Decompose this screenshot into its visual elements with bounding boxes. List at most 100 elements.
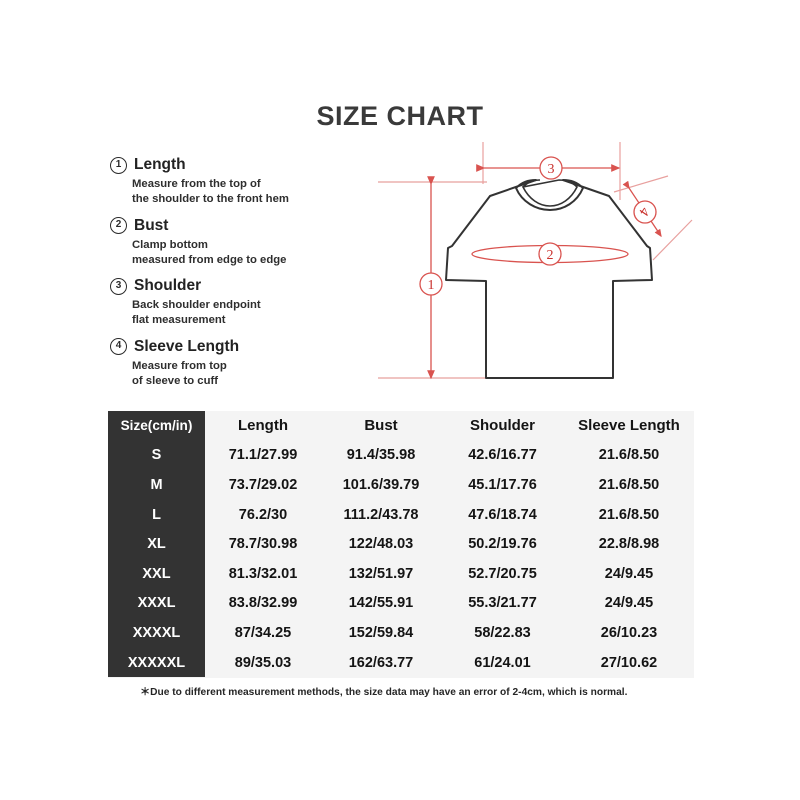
column-header-bust: Bust [364,417,398,435]
legend-head: 4 Sleeve Length [110,338,340,356]
legend-title: Sleeve Length [134,337,240,355]
legend-title: Bust [134,216,169,234]
cell-sleeve: 24/9.45 [604,565,654,582]
table-row: XXXXXL 89/35.03 162/63.77 61/24.01 27/10… [108,647,694,678]
legend-desc-line: of sleeve to cuff [132,374,219,387]
legend-desc-line: Measure from the top of [132,178,261,190]
marker-3-label: 3 [548,162,555,177]
cell-bust: 91.4/35.98 [346,447,416,464]
measurement-legend: 1 Length Measure from the top of the sho… [110,156,340,398]
legend-desc-line: Back shoulder endpoint [132,299,261,311]
marker-3-circle-icon [539,156,563,180]
cell-length: 78.7/30.98 [228,536,298,553]
cell-bust: 132/51.97 [348,565,414,582]
dimension-shoulder: 3 [476,156,621,180]
legend-description: Measure from the top of the shoulder to … [132,177,340,208]
legend-desc-line: Measure from top [132,359,227,372]
table-header-row: Size(cm/in) Length Bust Shoulder Sleeve … [108,411,694,441]
cell-sleeve: 24/9.45 [604,595,654,612]
cell-size: XXXXL [108,618,205,648]
column-header-length: Length [238,417,288,435]
legend-item-length: 1 Length Measure from the top of the sho… [110,156,340,208]
legend-title: Shoulder [134,277,202,294]
cell-length: 83.8/32.99 [228,595,298,612]
cell-size: XL [108,529,205,559]
legend-desc-line: the shoulder to the front hem [132,193,289,206]
dimension-sleeve: 4 [613,175,693,261]
table-row: XXXXL 87/34.25 152/59.84 58/22.83 26/10.… [108,618,694,648]
cell-bust: 122/48.03 [348,536,414,553]
cell-bust: 101.6/39.79 [342,476,420,493]
dimension-length: 1 [419,176,443,380]
cell-size: XXXXXL [108,647,205,678]
number-badge-1-icon: 1 [110,156,127,174]
cell-size: M [108,470,205,500]
cell-shoulder: 47.6/18.74 [468,506,537,523]
tshirt-outline-shape [445,179,653,379]
legend-item-sleeve-length: 4 Sleeve Length Measure from top of slee… [110,338,340,390]
number-badge-2-icon: 2 [110,217,127,234]
table-row: XXL 81.3/32.01 132/51.97 52.7/20.75 24/9… [108,558,694,589]
cell-length: 71.1/27.99 [228,447,298,464]
legend-head: 3 Shoulder [110,277,340,295]
footnote-disclaimer: ＊Due to different measurement methods, t… [140,687,628,698]
marker-2-label: 2 [547,248,554,263]
column-header-shoulder: Shoulder [469,417,535,435]
cell-length: 73.7/29.02 [228,476,298,493]
cell-sleeve: 21.6/8.50 [598,476,660,493]
cell-length: 81.3/32.01 [228,565,298,582]
cell-shoulder: 58/22.83 [474,624,531,641]
legend-description: Measure from top of sleeve to cuff [132,359,340,390]
legend-item-shoulder: 3 Shoulder Back shoulder endpoint flat m… [110,277,340,329]
cell-sleeve: 21.6/8.50 [598,506,660,523]
cell-shoulder: 52.7/20.75 [468,565,537,582]
number-badge-3-icon: 3 [110,277,127,295]
marker-2-circle-icon [538,242,562,266]
legend-head: 2 Bust [110,217,340,235]
size-table: Size(cm/in) Length Bust Shoulder Sleeve … [108,411,694,678]
table-row: XXXL 83.8/32.99 142/55.91 55.3/21.77 24/… [108,588,694,619]
legend-desc-line: Clamp bottom [132,238,208,251]
cell-length: 89/35.03 [234,654,292,671]
marker-4-circle-icon [633,200,657,224]
tshirt-diagram: 1 3 2 [370,130,700,405]
dimension-bust: 2 [471,242,629,266]
cell-sleeve: 26/10.23 [600,624,658,641]
legend-head: 1 Length [110,156,340,174]
legend-description: Clamp bottom measured from edge to edge [132,238,340,269]
collar-rib-line [521,179,578,207]
size-table-panel: Size(cm/in) Length Bust Shoulder Sleeve … [108,411,694,678]
cell-shoulder: 55.3/21.77 [468,595,537,612]
table-row: M 73.7/29.02 101.6/39.79 45.1/17.76 21.6… [108,470,694,500]
number-badge-4-icon: 4 [110,338,127,355]
cell-size: XXL [108,558,205,589]
table-row: XL 78.7/30.98 122/48.03 50.2/19.76 22.8/… [108,529,694,559]
legend-desc-line: measured from edge to edge [132,253,287,266]
cell-sleeve: 22.8/8.98 [598,536,660,553]
cell-bust: 111.2/43.78 [343,506,419,523]
cell-length: 76.2/30 [238,506,288,523]
cell-shoulder: 50.2/19.76 [468,536,537,553]
cell-bust: 142/55.91 [348,595,414,612]
legend-item-bust: 2 Bust Clamp bottom measured from edge t… [110,217,340,269]
column-header-sleeve: Sleeve Length [578,417,680,435]
cell-size: S [108,440,205,471]
table-row: L 76.2/30 111.2/43.78 47.6/18.74 21.6/8.… [108,499,694,530]
cell-bust: 162/63.77 [348,654,414,671]
legend-description: Back shoulder endpoint flat measurement [132,298,340,329]
page-title: SIZE CHART [316,101,484,131]
cell-sleeve: 27/10.62 [600,654,658,671]
marker-1-label: 1 [428,278,435,293]
cell-shoulder: 61/24.01 [474,654,531,671]
legend-desc-line: flat measurement [132,314,226,327]
cell-sleeve: 21.6/8.50 [598,447,660,464]
legend-title: Length [134,156,186,173]
marker-1-circle-icon [419,272,443,296]
cell-shoulder: 45.1/17.76 [468,476,537,493]
table-row: S 71.1/27.99 91.4/35.98 42.6/16.77 21.6/… [108,440,694,471]
cell-bust: 152/59.84 [348,624,414,641]
cell-size: XXXL [108,588,205,619]
cell-shoulder: 42.6/16.77 [468,447,537,464]
cell-length: 87/34.25 [234,624,292,641]
